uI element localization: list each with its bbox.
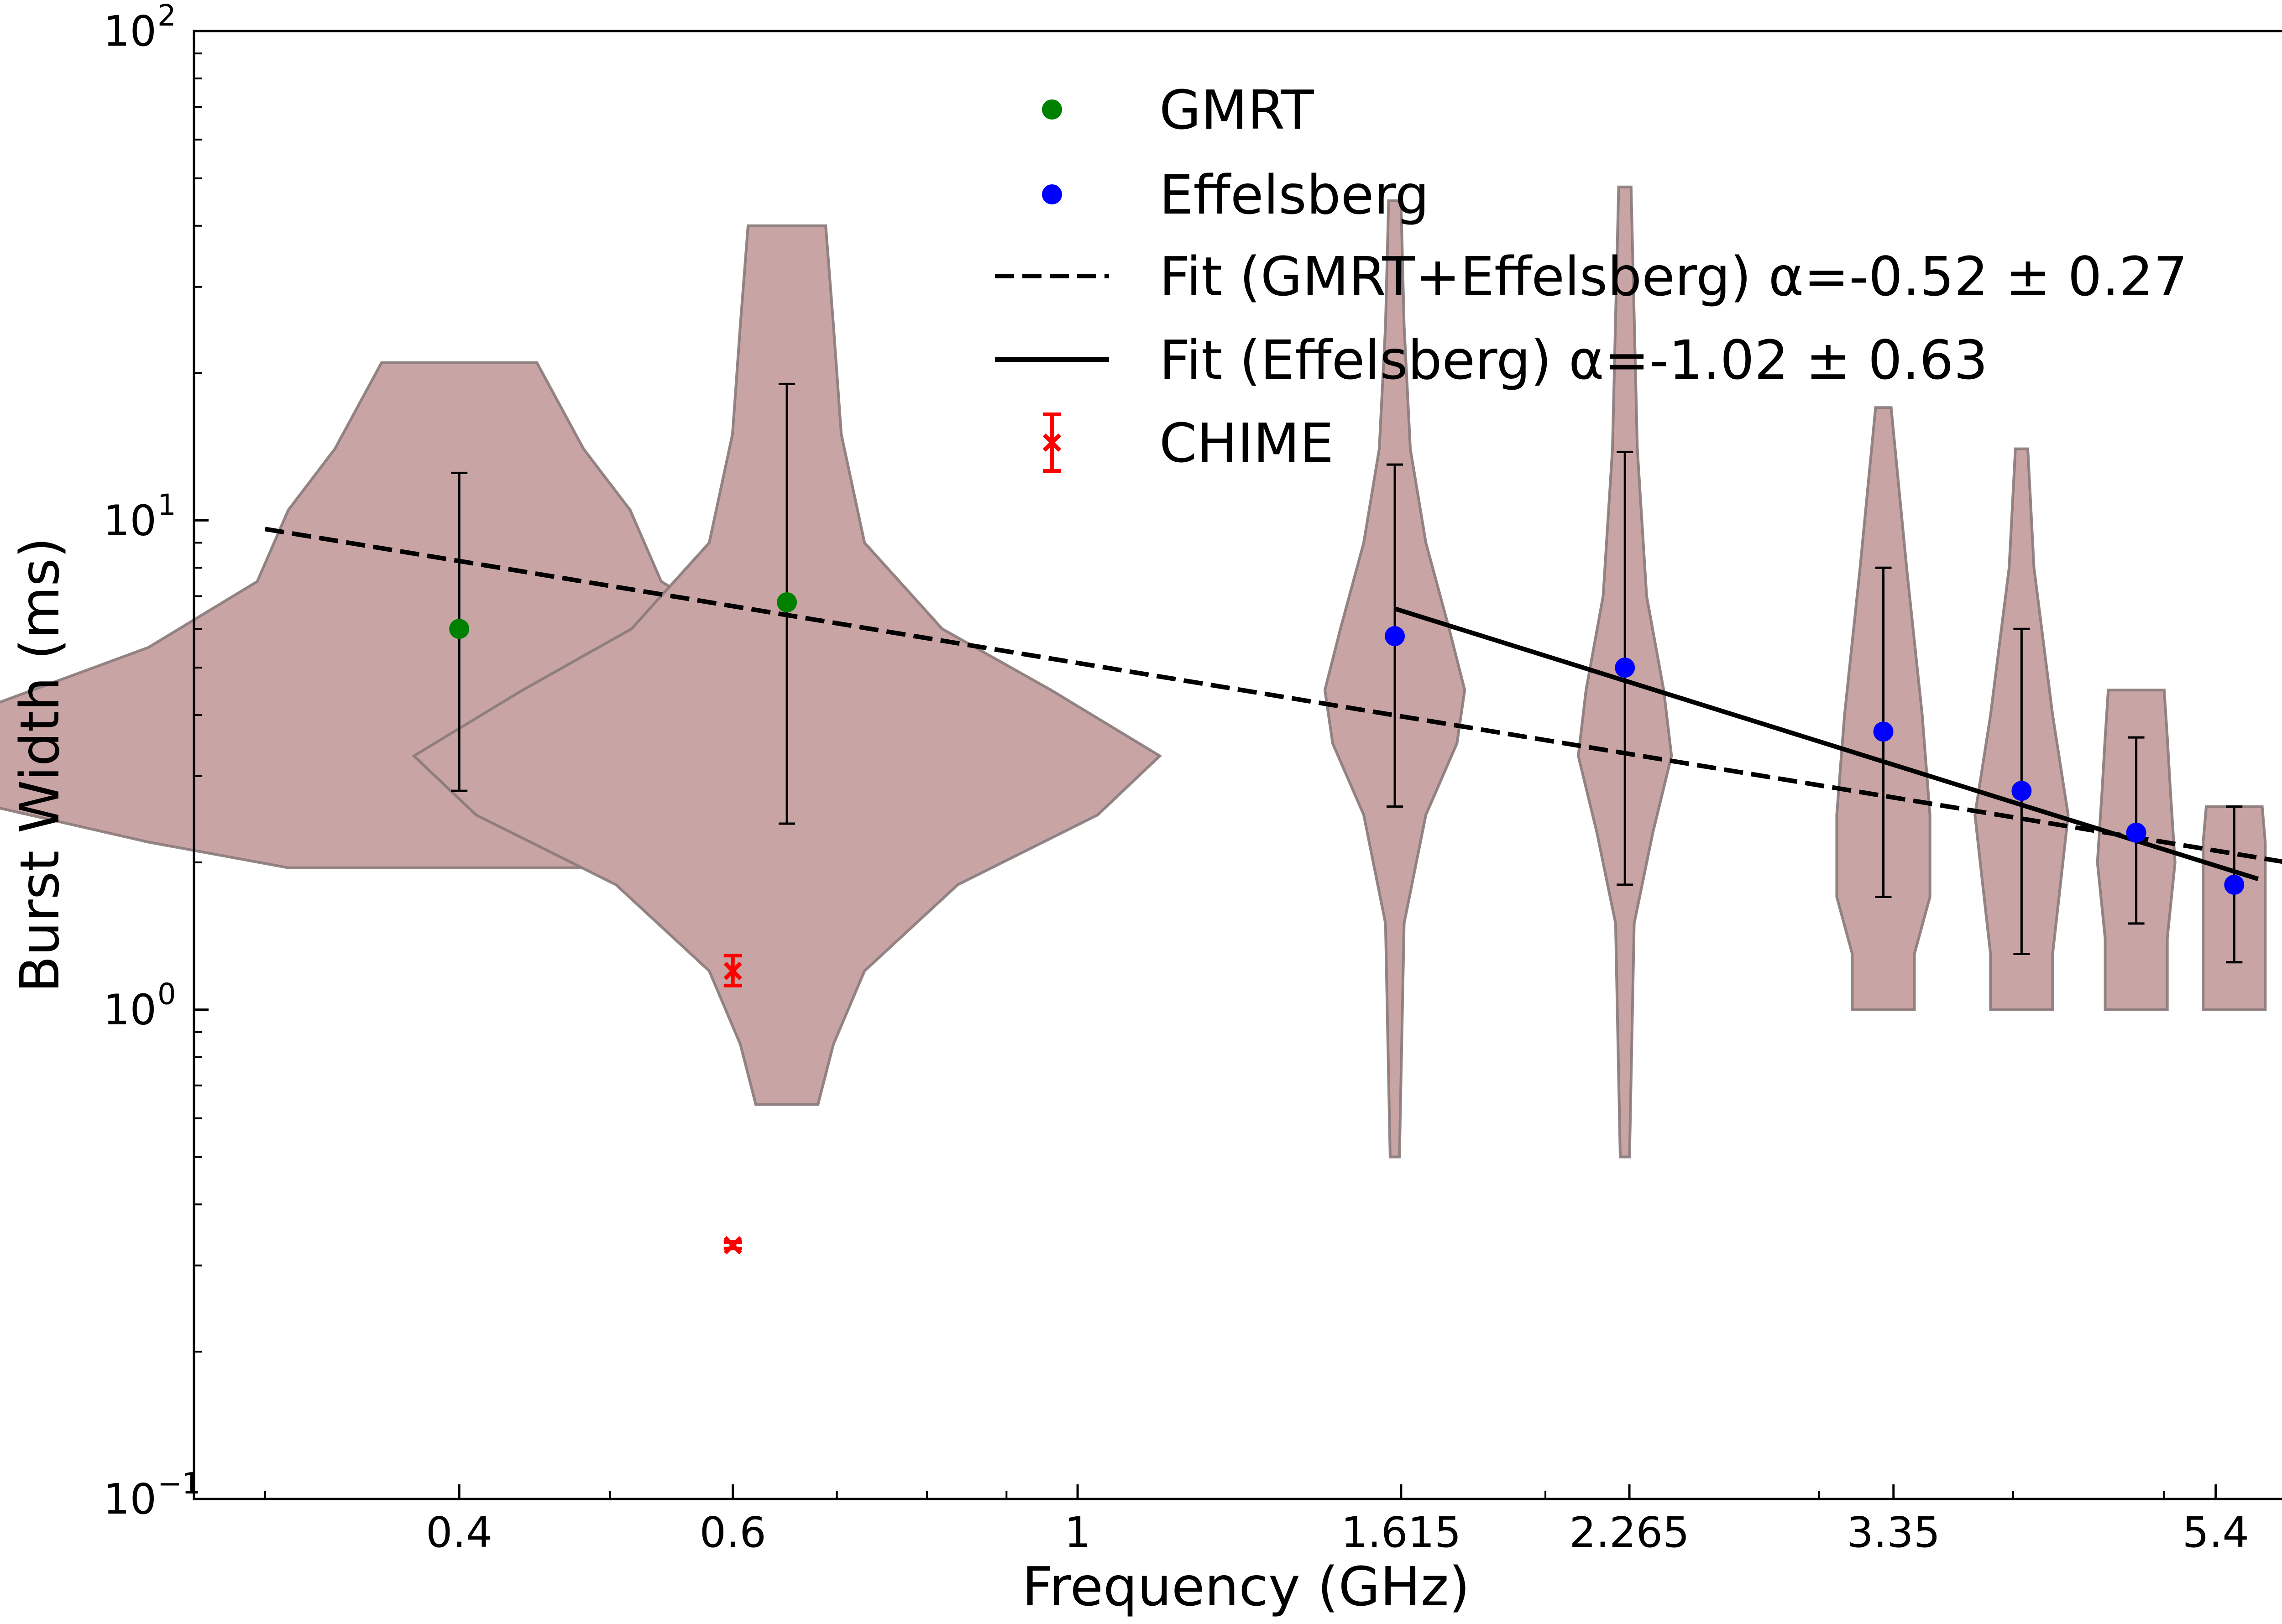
legend-entry-3: Fit (Effelsberg) α=-1.02 ± 0.63: [995, 329, 1988, 392]
gmrt-point-1: [777, 592, 797, 612]
y-tick-label-1: 10: [103, 986, 157, 1034]
y-tick-label-0: 10: [103, 1475, 157, 1524]
fit-line-1: [1394, 606, 2259, 881]
legend-label-3: Fit (Effelsberg) α=-1.02 ± 0.63: [1159, 329, 1988, 392]
gmrt-point-0: [449, 619, 470, 639]
x-tick-label-0: 0.4: [426, 1508, 492, 1557]
chime-cross-b: [723, 1236, 742, 1255]
x-tick-label-3: 1.615: [1341, 1508, 1461, 1557]
legend-marker-dot: [1042, 99, 1062, 120]
x-axis-label: Frequency (GHz): [1022, 1555, 1470, 1618]
chime-marker-1: [723, 1236, 742, 1255]
legend-marker-dot: [1042, 184, 1062, 204]
x-tick-label-2: 1: [1064, 1508, 1091, 1557]
effelsberg-point-4: [2126, 822, 2146, 843]
fit-lines: [264, 527, 2282, 881]
x-tick-label-1: 0.6: [700, 1508, 766, 1557]
effelsberg-point-5: [2224, 874, 2245, 895]
legend-entry-1: Effelsberg: [1042, 163, 1429, 226]
y-tick-label-2: 10: [103, 496, 157, 545]
x-tick-label-5: 3.35: [1847, 1508, 1940, 1557]
y-tick-exponent-1: 0: [157, 978, 176, 1012]
effelsberg-point-0: [1385, 626, 1405, 647]
y-tick-exponent-3: 2: [157, 0, 176, 33]
effelsberg-point-1: [1615, 658, 1635, 678]
data-points: [449, 592, 2245, 1255]
y-tick-label-3: 10: [103, 7, 157, 56]
y-axis-label: Burst Width (ms): [8, 537, 71, 992]
x-tick-label-4: 2.265: [1569, 1508, 1689, 1557]
chime-cross-b: [723, 961, 742, 980]
legend-label-1: Effelsberg: [1159, 163, 1429, 226]
y-tick-exponent-2: 1: [157, 488, 176, 522]
legend-cross-b: [1042, 433, 1062, 452]
legend-entry-2: Fit (GMRT+Effelsberg) α=-0.52 ± 0.27: [995, 245, 2188, 308]
plot-frame: [193, 30, 2282, 1500]
fit-line-0: [264, 527, 2282, 864]
effelsberg-point-2: [1873, 721, 1894, 742]
legend-entry-0: GMRT: [1042, 78, 1314, 141]
effelsberg-point-3: [2011, 781, 2032, 801]
legend-label-2: Fit (GMRT+Effelsberg) α=-0.52 ± 0.27: [1159, 245, 2188, 308]
legend-label-0: GMRT: [1159, 78, 1314, 141]
legend-entry-4: CHIME: [1042, 412, 1334, 475]
legend: GMRT Effelsberg Fit (GMRT+Effelsberg) α=-0…: [995, 78, 2188, 475]
legend-label-4: CHIME: [1159, 412, 1334, 475]
chime-marker-0: [723, 961, 742, 980]
x-tick-label-6: 5.4: [2183, 1508, 2249, 1557]
